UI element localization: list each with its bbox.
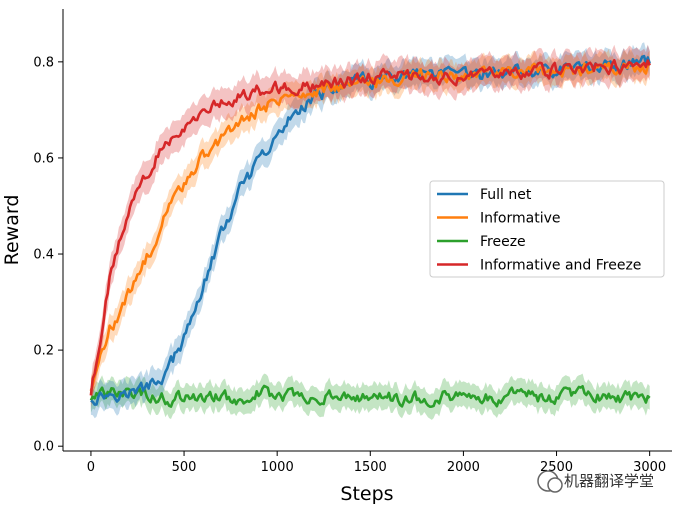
legend-label: Full net (480, 187, 532, 203)
y-axis-title: Reward (1, 195, 23, 266)
confidence-band-informative (90, 48, 650, 405)
x-tick-label: 1500 (354, 460, 387, 475)
series-line-informative-and-freeze (89, 59, 651, 396)
x-tick-label: 3000 (633, 460, 666, 475)
y-tick-label: 0.0 (33, 440, 54, 455)
x-axis-title: Steps (340, 483, 393, 505)
x-tick-label: 500 (172, 460, 197, 475)
legend-frame (429, 180, 665, 278)
series-line-full-net (90, 54, 651, 406)
y-tick-label: 0.2 (33, 344, 54, 359)
x-tick-label: 0 (87, 460, 95, 475)
y-ticks: 0.0 0.2 0.4 0.6 0.8 (33, 55, 63, 455)
confidence-band-informative-and-freeze (90, 44, 650, 410)
confidence-band-full-net (90, 42, 650, 419)
axes (62, 9, 672, 452)
legend-label: Freeze (480, 234, 526, 250)
watermark-text: 机器翻译学堂 (564, 472, 654, 490)
series-line-freeze (89, 384, 651, 408)
y-tick-label: 0.8 (33, 55, 54, 70)
x-tick-label: 1000 (261, 460, 294, 475)
legend-label: Informative and Freeze (480, 258, 641, 274)
watermark: 机器翻译学堂 (537, 470, 654, 493)
y-tick-label: 0.6 (33, 151, 54, 166)
y-tick-label: 0.4 (33, 248, 54, 263)
legend: Full net Informative Freeze Informative and… (429, 180, 665, 278)
wechat-icon-inner (547, 477, 563, 493)
x-ticks: 0 500 1000 1500 2000 2500 3000 (87, 451, 666, 475)
legend-label: Informative (480, 211, 561, 227)
series-lines (89, 54, 651, 408)
x-tick-label: 2000 (447, 460, 480, 475)
